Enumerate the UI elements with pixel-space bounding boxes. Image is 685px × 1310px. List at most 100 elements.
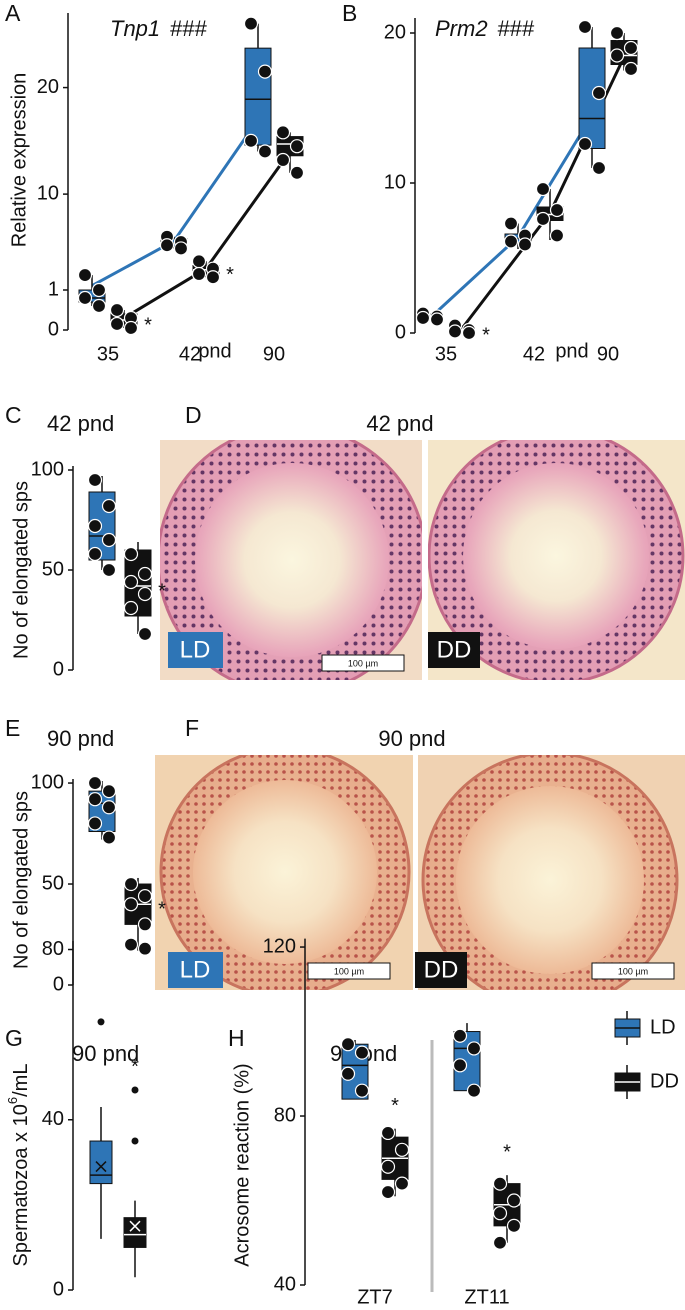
data-point [101, 830, 117, 845]
data-point [275, 152, 291, 168]
data-point [577, 136, 593, 152]
data-point [243, 133, 259, 148]
data-point [191, 266, 207, 282]
mean-marker [95, 1161, 107, 1173]
data-point [535, 211, 551, 227]
x-axis-label: pnd [555, 340, 588, 362]
title-text: Tnp1 [110, 16, 160, 41]
data-point [173, 241, 189, 256]
panel-title: 90 pnd [72, 1041, 139, 1066]
data-point [394, 1176, 410, 1191]
y-tick-label: 1 [48, 278, 59, 300]
data-point [109, 302, 125, 318]
significance-star: * [158, 580, 166, 602]
data-point [452, 1028, 468, 1043]
label-badge [428, 632, 480, 668]
data-point [191, 254, 207, 269]
data-point [137, 566, 153, 582]
x-tick-label: 42 [523, 343, 545, 365]
data-point [101, 784, 117, 799]
y-tick-label: 80 [42, 938, 64, 960]
data-point [87, 518, 103, 534]
data-point [257, 144, 273, 159]
data-point [492, 1176, 508, 1191]
panel-letter: E [5, 715, 20, 741]
data-point [123, 546, 139, 562]
panel-letter: B [342, 0, 357, 26]
significance-star: * [482, 324, 490, 346]
significance-star: * [226, 264, 234, 286]
micrograph [160, 440, 422, 680]
box [123, 1217, 147, 1248]
x-tick-label: ZT7 [357, 1286, 393, 1308]
data-point [123, 937, 139, 952]
data-point [137, 917, 153, 932]
y-axis-label: No of elongated sps [10, 791, 32, 969]
y-tick-label: 0 [48, 318, 59, 340]
data-point [447, 324, 463, 339]
data-point [101, 800, 117, 815]
data-point [503, 234, 519, 249]
panel-title: 90 pnd [47, 726, 114, 751]
mean-marker [129, 1220, 141, 1232]
data-point [205, 270, 221, 285]
title-text: 42 pnd [47, 411, 114, 436]
panel-title: Prm2 ### [435, 16, 535, 41]
label-badge [168, 952, 223, 988]
data-point [123, 574, 139, 590]
data-point [354, 1045, 370, 1060]
data-point [123, 897, 139, 912]
data-point [91, 298, 107, 314]
data-point [380, 1125, 396, 1141]
panel-title: 42 pnd [47, 411, 114, 436]
x-tick-label: 90 [597, 343, 619, 365]
title-text: 90 pnd [72, 1041, 139, 1066]
panel-letter: C [5, 402, 22, 428]
scale-bar [307, 962, 391, 980]
data-point [77, 267, 93, 283]
y-tick-label: 20 [37, 76, 59, 98]
significance: ### [498, 16, 535, 41]
y-tick-label: 40 [274, 1273, 296, 1295]
y-tick-label: 0 [53, 973, 64, 995]
y-tick-label: 10 [384, 171, 406, 193]
data-point [87, 472, 103, 488]
significance-star: * [391, 1095, 399, 1117]
y-tick-label: 20 [384, 21, 406, 43]
data-point [123, 320, 139, 336]
y-tick-label: 50 [42, 558, 64, 580]
y-tick-label: 0 [53, 658, 64, 680]
data-point [429, 312, 445, 327]
x-tick-label: 90 [263, 343, 285, 365]
data-point [506, 1193, 522, 1208]
y-axis-label-superscript: 6 [5, 1097, 20, 1104]
data-point [137, 586, 153, 602]
data-point [415, 310, 431, 326]
y-axis-label: Acrosome reaction (%) [231, 1063, 253, 1266]
data-point [591, 160, 607, 176]
data-point [623, 61, 639, 77]
data-point [137, 941, 153, 956]
micrograph [428, 440, 685, 680]
label-badge [415, 952, 467, 988]
micrograph [418, 755, 685, 990]
label-text: LD [180, 956, 211, 983]
data-point [549, 202, 565, 218]
data-point [577, 19, 593, 35]
data-point [77, 290, 93, 306]
data-point [461, 325, 477, 341]
y-tick-label: 0 [395, 321, 406, 343]
panel-title: 42 pnd [366, 411, 433, 436]
legend-label: DD [650, 1070, 679, 1092]
data-point [289, 165, 305, 180]
data-point [609, 48, 625, 63]
y-tick-label: 10 [37, 182, 59, 204]
box [89, 1140, 113, 1185]
y-axis-label: Spermatozoa x 106/mL [5, 1064, 32, 1267]
data-point [506, 1218, 522, 1233]
y-tick-label: 50 [42, 872, 64, 894]
data-point [466, 1083, 482, 1098]
scale-text: 100 µm [348, 658, 378, 668]
y-tick-label: 0 [53, 1278, 64, 1300]
